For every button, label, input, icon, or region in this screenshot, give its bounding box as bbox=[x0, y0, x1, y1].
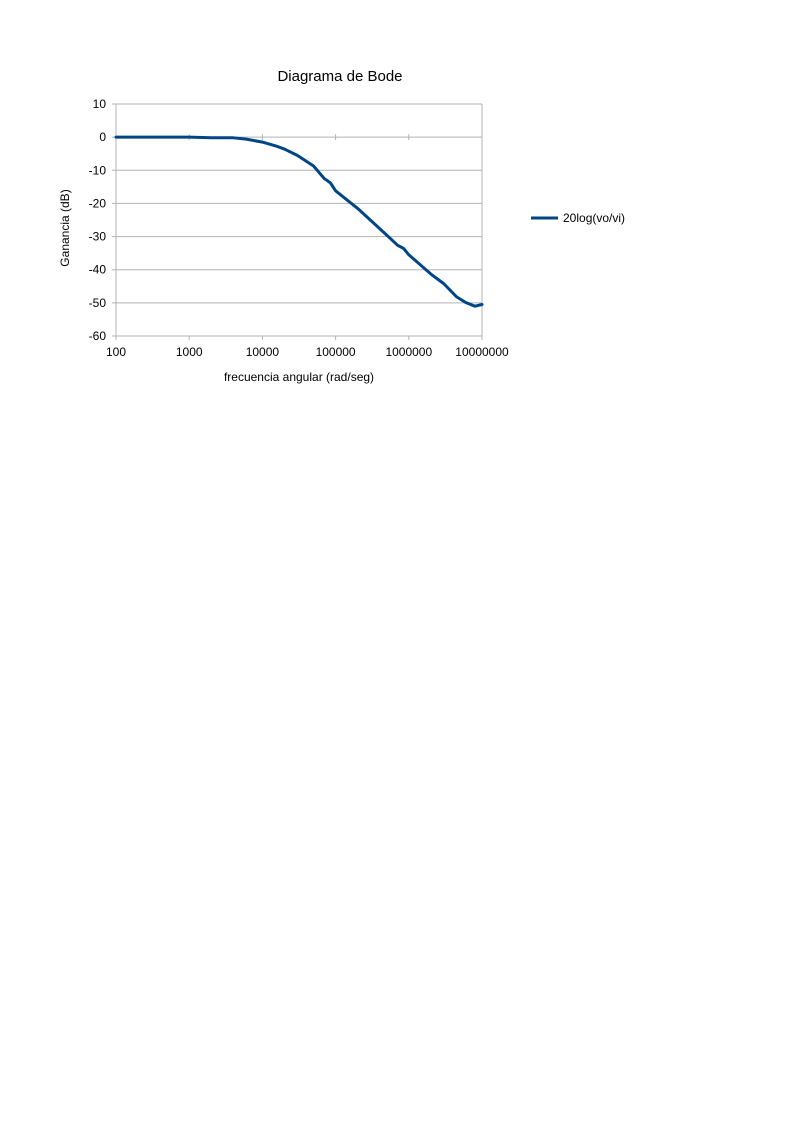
chart-title: Diagrama de Bode bbox=[277, 68, 402, 85]
y-tick-label: -20 bbox=[89, 196, 107, 210]
x-tick-label: 10000000 bbox=[455, 345, 509, 359]
y-tick-label: -40 bbox=[89, 263, 107, 277]
y-tick-label: -10 bbox=[89, 163, 107, 177]
x-tick-label: 1000000 bbox=[385, 345, 432, 359]
y-tick-label: 10 bbox=[93, 97, 107, 111]
x-tick-label: 10000 bbox=[246, 345, 280, 359]
legend: 20log(vo/vi) bbox=[531, 211, 625, 225]
bode-chart: Diagrama de Bode 100-10-20-30-40-50-60 1… bbox=[58, 68, 625, 384]
y-tick-label: -30 bbox=[89, 230, 107, 244]
x-tick-labels: 100 1000 10000 100000 1000000 10000000 bbox=[106, 345, 509, 359]
y-tick-label: -50 bbox=[89, 296, 107, 310]
series-line bbox=[114, 135, 484, 308]
y-tick-labels: 10 0 -10 -20 -30 -40 -50 -60 bbox=[89, 97, 107, 343]
series-lines bbox=[114, 135, 484, 308]
axes bbox=[112, 103, 483, 340]
y-tick-label: 0 bbox=[99, 130, 106, 144]
x-tick-label: 1000 bbox=[176, 345, 203, 359]
y-axis-title: Ganancia (dB) bbox=[58, 189, 72, 266]
x-axis-title: frecuencia angular (rad/seg) bbox=[224, 370, 374, 384]
legend-label: 20log(vo/vi) bbox=[563, 211, 625, 225]
x-tick-label: 100 bbox=[106, 345, 126, 359]
y-tick-label: -60 bbox=[89, 329, 107, 343]
gridlines bbox=[116, 103, 482, 337]
x-tick-label: 100000 bbox=[316, 345, 356, 359]
